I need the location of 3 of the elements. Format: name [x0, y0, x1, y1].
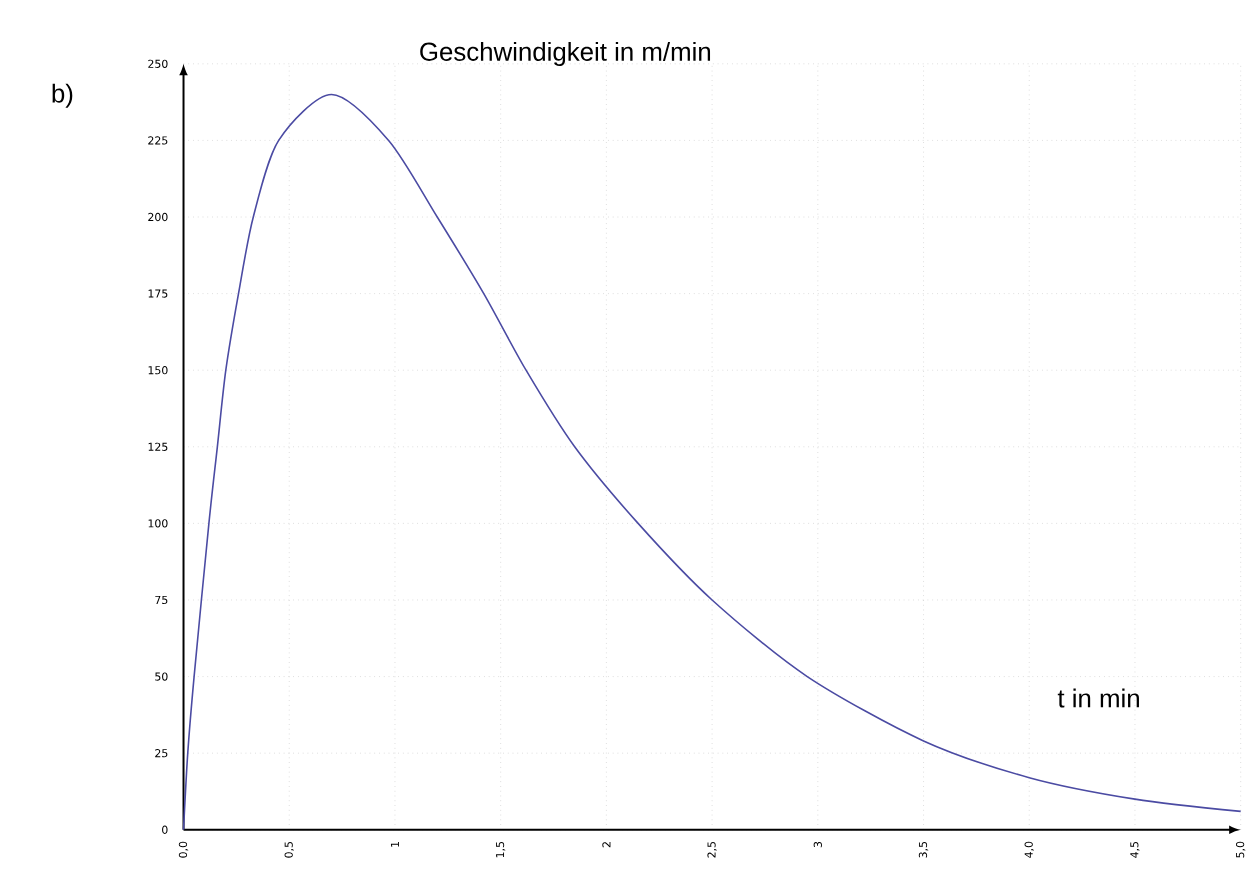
text: b)	[52, 83, 73, 108]
chart-title: Geschwindigkeit in m/min	[420, 42, 711, 67]
x-axis-title: t in min	[1057, 688, 1139, 708]
